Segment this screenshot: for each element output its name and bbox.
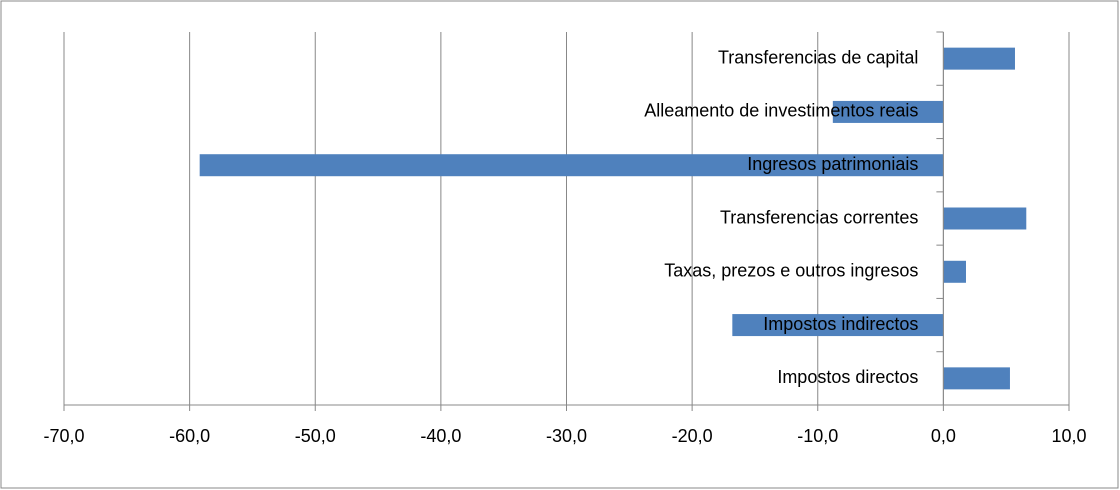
- x-tick-label: -60,0: [169, 426, 210, 446]
- category-label: Transferencias de capital: [718, 47, 918, 67]
- bar: [943, 367, 1010, 390]
- bar: [832, 100, 944, 123]
- category-label: Ingresos patrimoniais: [747, 154, 918, 174]
- category-label: Alleamento de investimentos reais: [644, 101, 918, 121]
- category-label: Taxas, prezos e outros ingresos: [664, 261, 918, 281]
- bar: [199, 154, 944, 177]
- x-tick-label: -50,0: [295, 426, 336, 446]
- x-tick-label: -40,0: [420, 426, 461, 446]
- x-tick-label: 0,0: [931, 426, 956, 446]
- category-label: Transferencias correntes: [720, 207, 918, 227]
- x-tick-label: -10,0: [797, 426, 838, 446]
- x-tick-label: -20,0: [672, 426, 713, 446]
- bar: [943, 47, 1015, 70]
- bar: [732, 314, 944, 337]
- category-label: Impostos indirectos: [763, 314, 918, 334]
- x-tick-label: -70,0: [43, 426, 84, 446]
- bar: [943, 260, 966, 283]
- x-tick-label: -30,0: [546, 426, 587, 446]
- bar: [943, 207, 1027, 230]
- x-tick-label: 10,0: [1051, 426, 1086, 446]
- category-label: Impostos directos: [777, 367, 918, 387]
